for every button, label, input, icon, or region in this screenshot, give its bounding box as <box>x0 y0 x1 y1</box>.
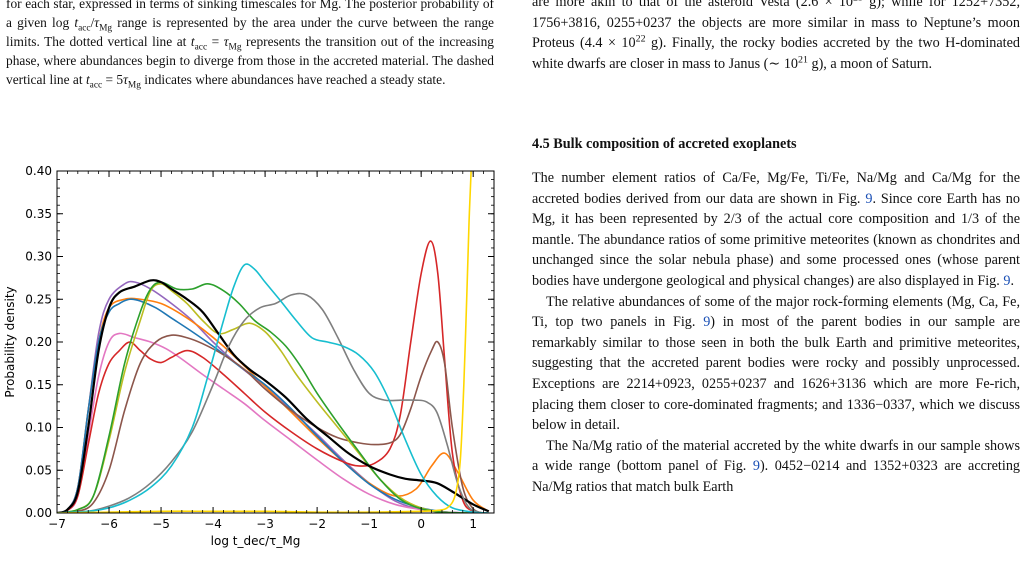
paragraph-ratios: The number element ratios of Ca/Fe, Mg/F… <box>532 170 1020 289</box>
y-tick-label: 0.25 <box>25 292 52 306</box>
series-line-10 <box>57 263 489 513</box>
y-tick-label: 0.10 <box>25 421 52 435</box>
x-tick-label: −6 <box>100 517 118 531</box>
section-heading: 4.5 Bulk composition of accreted exoplan… <box>532 136 797 152</box>
y-tick-label: 0.20 <box>25 335 52 349</box>
x-axis-label: log t_dec/τ_Mg <box>211 534 301 548</box>
series-line-2 <box>57 298 474 513</box>
plot-frame <box>56 170 495 514</box>
x-tick-label: −3 <box>256 517 274 531</box>
x-tick-label: 0 <box>417 517 425 531</box>
probability-density-figure: −7 −6 −5 −4 −3 −2 −1 0 1 0.00 0.05 0.10 0.15 0.20 0.25… <box>0 160 500 575</box>
series-line-11 <box>57 171 472 513</box>
x-tick-label: −7 <box>48 517 66 531</box>
probability-density-chart: −7 −6 −5 −4 −3 −2 −1 0 1 0.00 0.05 0.10 0.15 0.20 0.25… <box>3 164 495 548</box>
mass-comparison-text: are more akin to that of the asteroid Ve… <box>532 0 1020 72</box>
series-line-4 <box>57 240 484 513</box>
y-tick-label: 0.30 <box>25 250 52 264</box>
x-tick-label: −1 <box>360 517 378 531</box>
series-line-9 <box>57 292 489 513</box>
series-line-3 <box>57 332 474 513</box>
y-tick-label: 0.15 <box>25 378 52 392</box>
series-line-7 <box>57 281 474 513</box>
y-tick-label: 0.00 <box>25 506 52 520</box>
x-tick-label: −2 <box>308 517 326 531</box>
figure-caption: for each star, expressed in terms of sin… <box>6 0 495 91</box>
x-tick-label: −5 <box>152 517 170 531</box>
y-axis-label: Probability density <box>3 286 17 397</box>
paragraph-na-mg: The Na/Mg ratio of the material accreted… <box>532 437 1021 495</box>
y-tick-label: 0.05 <box>25 463 52 477</box>
y-tick-label: 0.40 <box>25 164 52 178</box>
right-column-top-paragraph: are more akin to that of the asteroid Ve… <box>532 0 1020 74</box>
section-body: The number element ratios of Ca/Fe, Mg/F… <box>532 168 1020 498</box>
x-tick-label: −4 <box>204 517 222 531</box>
figure-caption-text: for each star, expressed in terms of sin… <box>6 0 495 91</box>
paragraph-rock-forming: The relative abundances of some of the m… <box>532 293 1020 434</box>
x-tick-label: 1 <box>469 517 477 531</box>
series-line-8 <box>57 279 490 513</box>
y-tick-label: 0.35 <box>25 207 52 221</box>
